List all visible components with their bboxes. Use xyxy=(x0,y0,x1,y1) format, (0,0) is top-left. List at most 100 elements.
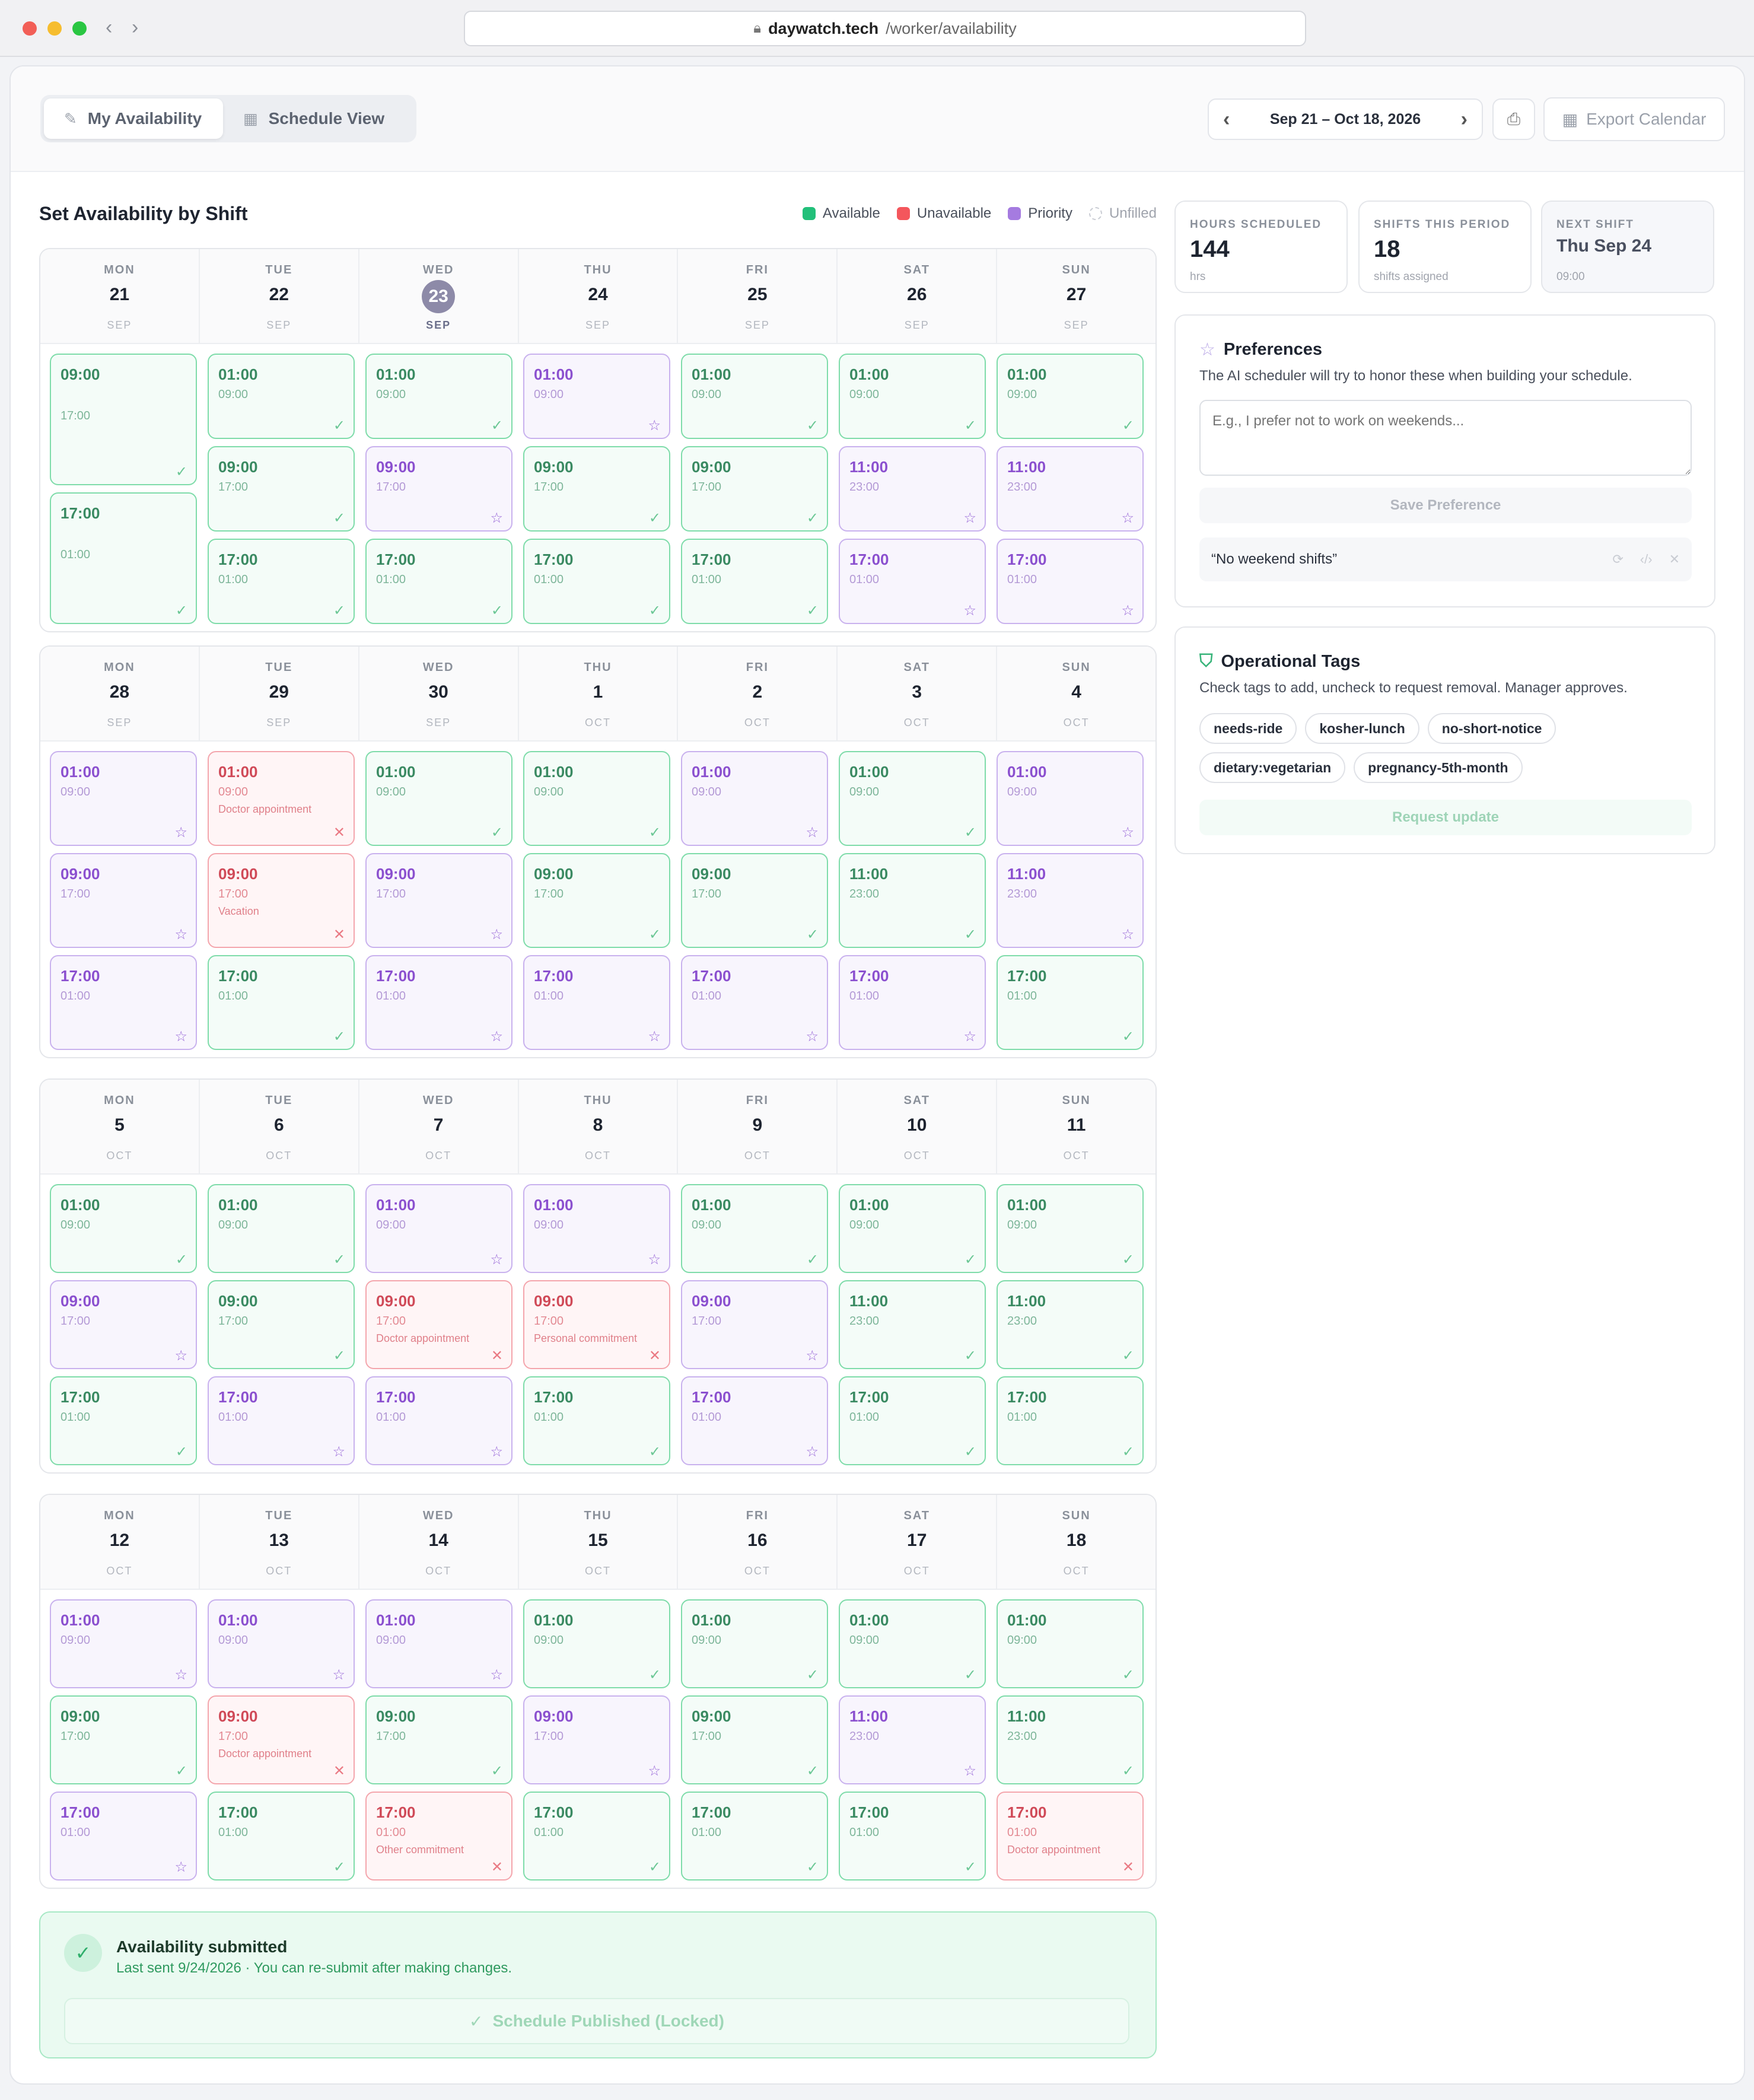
preference-input[interactable] xyxy=(1199,400,1692,476)
schedule-locked-button[interactable]: ✓ Schedule Published (Locked) xyxy=(64,1998,1129,2044)
shift-slot[interactable]: 01:00 09:00 ✓ xyxy=(839,1184,986,1273)
shift-slot[interactable]: 17:00 01:00 ✓ xyxy=(523,1376,670,1465)
close-window-button[interactable] xyxy=(23,21,37,36)
shift-slot[interactable]: 17:00 01:00 ✓ xyxy=(997,1376,1144,1465)
shift-slot[interactable]: 17:00 01:00 ☆ xyxy=(208,1376,355,1465)
shift-slot[interactable]: 01:00 09:00 ✓ xyxy=(208,1184,355,1273)
shift-slot[interactable]: 09:00 17:00 ☆ xyxy=(50,1280,197,1369)
prev-period-button[interactable]: ‹ xyxy=(1223,107,1230,131)
shift-slot[interactable]: 01:00 09:00 ✓ xyxy=(681,1599,828,1688)
shift-slot[interactable]: 01:00 09:00 ✓ xyxy=(997,1599,1144,1688)
shift-slot[interactable]: 01:00 09:00 ✓ xyxy=(208,354,355,439)
shift-slot[interactable]: 17:00 01:00 ☆ xyxy=(681,955,828,1050)
shift-slot[interactable]: 09:00 17:00 ✓ xyxy=(365,1695,512,1784)
shift-slot[interactable]: 11:00 23:00 ☆ xyxy=(839,446,986,532)
shift-slot[interactable]: 01:00 09:00 ✓ xyxy=(997,1184,1144,1273)
shift-slot[interactable]: 01:00 09:00 ✓ xyxy=(681,1184,828,1273)
shift-slot[interactable]: 11:00 23:00 ✓ xyxy=(997,1695,1144,1784)
shift-slot[interactable]: 09:00 17:00 ☆ xyxy=(523,1695,670,1784)
shift-slot[interactable]: 01:00 09:00 ☆ xyxy=(523,354,670,439)
shift-slot[interactable]: 01:00 09:00 ✓ xyxy=(523,1599,670,1688)
shift-slot[interactable]: 11:00 23:00 ✓ xyxy=(997,1280,1144,1369)
shift-slot[interactable]: 09:00 17:00 ✓ xyxy=(523,853,670,948)
shift-slot[interactable]: 17:00 01:00 Doctor appointment ✕ xyxy=(997,1792,1144,1881)
shift-slot[interactable]: 01:00 09:00 ✓ xyxy=(839,354,986,439)
shift-slot[interactable]: 09:00 17:00 Doctor appointment ✕ xyxy=(208,1695,355,1784)
back-arrow-icon[interactable]: ‹ xyxy=(106,16,113,39)
shift-slot[interactable]: 09:00 17:00 ✓ xyxy=(208,446,355,532)
shift-slot[interactable]: 09:00 17:00 ✓ xyxy=(50,1695,197,1784)
shift-slot[interactable]: 17:00 01:00 ☆ xyxy=(50,955,197,1050)
shift-slot[interactable]: 09:00 17:00 ✓ xyxy=(50,354,197,485)
shift-slot[interactable]: 01:00 09:00 ✓ xyxy=(997,354,1144,439)
shift-slot[interactable]: 01:00 09:00 ✓ xyxy=(50,1184,197,1273)
shift-slot[interactable]: 09:00 17:00 Doctor appointment ✕ xyxy=(365,1280,512,1369)
shift-slot[interactable]: 17:00 01:00 ✓ xyxy=(997,955,1144,1050)
tab-my-availability[interactable]: ✎ My Availability xyxy=(44,98,223,139)
shift-slot[interactable]: 01:00 09:00 ✓ xyxy=(365,751,512,846)
shift-slot[interactable]: 11:00 23:00 ✓ xyxy=(839,853,986,948)
shift-slot[interactable]: 01:00 09:00 ✓ xyxy=(839,751,986,846)
shift-slot[interactable]: 17:00 01:00 ☆ xyxy=(997,539,1144,624)
shift-slot[interactable]: 17:00 01:00 ✓ xyxy=(523,1792,670,1881)
maximize-window-button[interactable] xyxy=(72,21,87,36)
shift-slot[interactable]: 11:00 23:00 ☆ xyxy=(997,446,1144,532)
shift-slot[interactable]: 17:00 01:00 ✓ xyxy=(681,539,828,624)
shift-slot[interactable]: 11:00 23:00 ✓ xyxy=(839,1280,986,1369)
shift-slot[interactable]: 17:00 01:00 ☆ xyxy=(50,1792,197,1881)
shift-slot[interactable]: 17:00 01:00 ✓ xyxy=(208,955,355,1050)
shift-slot[interactable]: 09:00 17:00 ☆ xyxy=(365,853,512,948)
shift-slot[interactable]: 09:00 17:00 ✓ xyxy=(681,1695,828,1784)
shift-slot[interactable]: 01:00 09:00 ✓ xyxy=(523,751,670,846)
minimize-window-button[interactable] xyxy=(47,21,62,36)
shift-slot[interactable]: 17:00 01:00 ✓ xyxy=(208,539,355,624)
shift-slot[interactable]: 11:00 23:00 ☆ xyxy=(997,853,1144,948)
shift-slot[interactable]: 17:00 01:00 ✓ xyxy=(523,539,670,624)
tag-chip[interactable]: needs-ride xyxy=(1199,713,1297,744)
shift-slot[interactable]: 17:00 01:00 ✓ xyxy=(839,1792,986,1881)
shift-slot[interactable]: 01:00 09:00 ✓ xyxy=(681,354,828,439)
tag-chip[interactable]: no-short-notice xyxy=(1427,713,1556,744)
shift-slot[interactable]: 01:00 09:00 ☆ xyxy=(997,751,1144,846)
shift-slot[interactable]: 09:00 17:00 Vacation ✕ xyxy=(208,853,355,948)
shift-slot[interactable]: 17:00 01:00 Other commitment ✕ xyxy=(365,1792,512,1881)
shift-slot[interactable]: 09:00 17:00 ✓ xyxy=(681,853,828,948)
next-period-button[interactable]: › xyxy=(1460,107,1467,131)
shift-slot[interactable]: 01:00 09:00 ✓ xyxy=(839,1599,986,1688)
tag-chip[interactable]: kosher-lunch xyxy=(1305,713,1419,744)
print-button[interactable]: ⎙ xyxy=(1492,98,1535,140)
shift-slot[interactable]: 09:00 17:00 ☆ xyxy=(681,1280,828,1369)
shift-slot[interactable]: 09:00 17:00 ✓ xyxy=(523,446,670,532)
shift-slot[interactable]: 01:00 09:00 Doctor appointment ✕ xyxy=(208,751,355,846)
shift-slot[interactable]: 17:00 01:00 ☆ xyxy=(523,955,670,1050)
close-icon[interactable]: ✕ xyxy=(1669,552,1680,567)
shift-slot[interactable]: 17:00 01:00 ☆ xyxy=(681,1376,828,1465)
shift-slot[interactable]: 09:00 17:00 ☆ xyxy=(365,446,512,532)
shift-slot[interactable]: 17:00 01:00 ☆ xyxy=(839,955,986,1050)
shift-slot[interactable]: 01:00 09:00 ☆ xyxy=(50,1599,197,1688)
shift-slot[interactable]: 01:00 09:00 ✓ xyxy=(365,354,512,439)
export-calendar-button[interactable]: ▦ Export Calendar xyxy=(1543,97,1725,141)
shift-slot[interactable]: 01:00 09:00 ☆ xyxy=(365,1184,512,1273)
shift-slot[interactable]: 17:00 01:00 ✓ xyxy=(208,1792,355,1881)
shift-slot[interactable]: 17:00 01:00 ✓ xyxy=(365,539,512,624)
shift-slot[interactable]: 17:00 01:00 ✓ xyxy=(50,1376,197,1465)
shift-slot[interactable]: 01:00 09:00 ☆ xyxy=(523,1184,670,1273)
shift-slot[interactable]: 01:00 09:00 ☆ xyxy=(681,751,828,846)
save-preference-button[interactable]: Save Preference xyxy=(1199,488,1692,523)
request-update-button[interactable]: Request update xyxy=(1199,800,1692,835)
shift-slot[interactable]: 09:00 17:00 Personal commitment ✕ xyxy=(523,1280,670,1369)
shift-slot[interactable]: 17:00 01:00 ☆ xyxy=(365,955,512,1050)
code-icon[interactable]: ‹/› xyxy=(1640,552,1653,567)
address-bar[interactable]: 🔒︎ daywatch.tech /worker/availability xyxy=(464,11,1306,46)
tag-chip[interactable]: pregnancy-5th-month xyxy=(1354,752,1523,783)
refresh-icon[interactable]: ⟳ xyxy=(1612,552,1624,567)
shift-slot[interactable]: 09:00 17:00 ✓ xyxy=(681,446,828,532)
shift-slot[interactable]: 09:00 17:00 ☆ xyxy=(50,853,197,948)
shift-slot[interactable]: 17:00 01:00 ☆ xyxy=(365,1376,512,1465)
shift-slot[interactable]: 17:00 01:00 ✓ xyxy=(681,1792,828,1881)
shift-slot[interactable]: 09:00 17:00 ✓ xyxy=(208,1280,355,1369)
shift-slot[interactable]: 17:00 01:00 ☆ xyxy=(839,539,986,624)
shift-slot[interactable]: 17:00 01:00 ✓ xyxy=(839,1376,986,1465)
shift-slot[interactable]: 01:00 09:00 ☆ xyxy=(50,751,197,846)
